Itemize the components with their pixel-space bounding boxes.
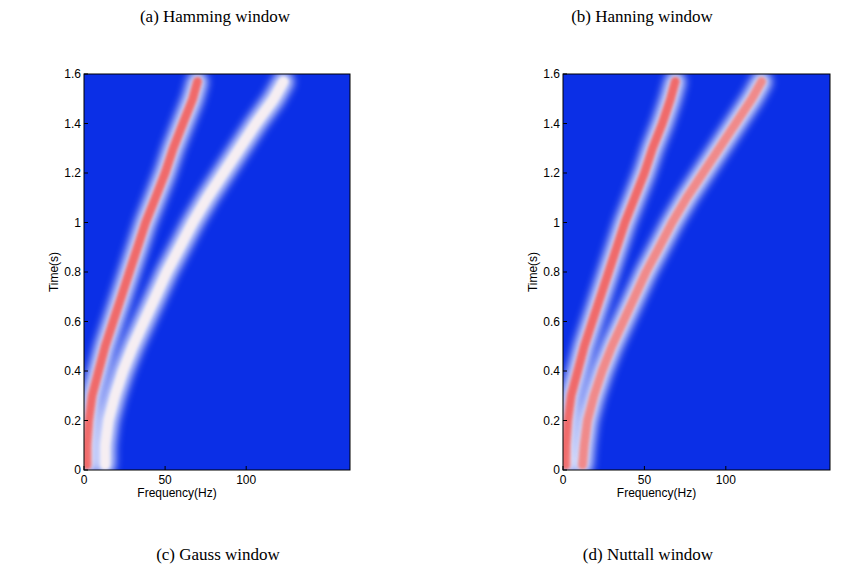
y-tick-label: 0.6 bbox=[543, 315, 560, 329]
x-axis-title: Frequency(Hz) bbox=[617, 486, 696, 500]
y-tick bbox=[84, 123, 88, 124]
panel-caption: (d) Nuttall window bbox=[583, 545, 714, 564]
x-tick bbox=[563, 466, 564, 470]
figure: (a) Hamming window05010000.20.40.60.811.… bbox=[0, 0, 853, 577]
plot-background bbox=[84, 74, 350, 470]
x-tick-label: 100 bbox=[236, 473, 256, 487]
y-tick-label: 1.6 bbox=[64, 67, 81, 81]
x-tick bbox=[725, 466, 726, 470]
x-tick-label: 100 bbox=[716, 473, 736, 487]
y-tick bbox=[563, 74, 567, 75]
panel-caption: (c) Gauss window bbox=[156, 545, 280, 564]
y-tick bbox=[84, 222, 88, 223]
y-tick bbox=[84, 371, 88, 372]
y-tick-label: 0.2 bbox=[543, 414, 560, 428]
panel-caption: (b) Hanning window bbox=[571, 7, 713, 26]
y-tick-label: 1.4 bbox=[64, 117, 81, 131]
marks bbox=[87, 81, 283, 465]
y-tick bbox=[84, 470, 88, 471]
x-axis-title: Frequency(Hz) bbox=[137, 486, 216, 500]
y-tick bbox=[563, 420, 567, 421]
x-tick bbox=[246, 466, 247, 470]
y-tick bbox=[563, 222, 567, 223]
x-tick-label: 0 bbox=[560, 473, 567, 487]
y-tick bbox=[84, 321, 88, 322]
y-tick-label: 1.4 bbox=[543, 117, 560, 131]
x-tick bbox=[84, 466, 85, 470]
panel: (b) Hanning window 0 50 100 0 0.2 0.4 0.6 0.8 1 1.… bbox=[526, 7, 830, 500]
y-tick bbox=[563, 371, 567, 372]
y-tick-label: 0 bbox=[74, 463, 81, 477]
y-tick-label: 0.2 bbox=[64, 414, 81, 428]
y-tick-label: 1 bbox=[553, 216, 560, 230]
y-tick bbox=[84, 74, 88, 75]
y-tick bbox=[563, 123, 567, 124]
ridge-halo bbox=[105, 81, 283, 465]
plot-frame bbox=[563, 74, 830, 470]
y-tick-label: 0.4 bbox=[64, 364, 81, 378]
ridge-halo bbox=[583, 81, 762, 465]
y-tick bbox=[84, 420, 88, 421]
y-tick bbox=[563, 470, 567, 471]
x-tick-label: 50 bbox=[158, 473, 172, 487]
x-tick bbox=[644, 466, 645, 470]
plot-frame bbox=[84, 74, 350, 470]
y-axis-title: Time(s) bbox=[47, 252, 61, 292]
ridge-line bbox=[583, 81, 762, 465]
x-tick-label: 50 bbox=[638, 473, 652, 487]
y-tick-label: 0.4 bbox=[543, 364, 560, 378]
y-tick-label: 1.6 bbox=[543, 67, 560, 81]
panel: (a) Hamming window 0 50 100 0 0.2 0.4 0.6 0.8 1 1.… bbox=[47, 7, 350, 500]
y-tick bbox=[84, 272, 88, 273]
y-tick-label: 0.6 bbox=[64, 315, 81, 329]
y-tick bbox=[563, 173, 567, 174]
x-tick-label: 0 bbox=[81, 473, 88, 487]
y-tick-label: 0.8 bbox=[543, 265, 560, 279]
y-tick-label: 0.8 bbox=[64, 265, 81, 279]
y-tick-label: 1.2 bbox=[543, 166, 560, 180]
y-tick bbox=[84, 173, 88, 174]
y-axis-title: Time(s) bbox=[526, 252, 540, 292]
marks bbox=[566, 81, 761, 465]
ridge-line bbox=[105, 81, 283, 465]
y-tick-label: 1.2 bbox=[64, 166, 81, 180]
y-tick-label: 1 bbox=[74, 216, 81, 230]
y-tick bbox=[563, 321, 567, 322]
panel-caption: (a) Hamming window bbox=[140, 7, 291, 26]
plot-background bbox=[563, 74, 830, 470]
x-tick bbox=[165, 466, 166, 470]
y-tick bbox=[563, 272, 567, 273]
y-tick-label: 0 bbox=[553, 463, 560, 477]
